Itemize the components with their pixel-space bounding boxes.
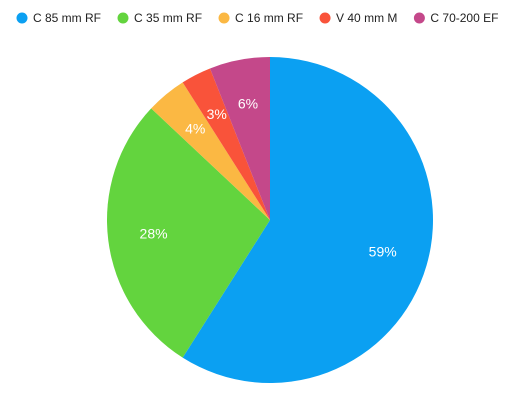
pie-slice bbox=[182, 57, 433, 383]
legend-marker bbox=[16, 12, 28, 24]
slice-label: 3% bbox=[207, 106, 227, 122]
legend-marker bbox=[319, 12, 331, 24]
slice-label: 4% bbox=[185, 120, 205, 136]
pie-slice bbox=[106, 108, 271, 358]
pie-slice bbox=[151, 82, 270, 221]
legend-label: C 35 mm RF bbox=[134, 11, 202, 25]
pie-slice bbox=[209, 57, 270, 220]
legend-label: V 40 mm M bbox=[336, 11, 397, 25]
pie-slice bbox=[182, 68, 270, 220]
legend-marker bbox=[117, 12, 129, 24]
slice-label: 28% bbox=[140, 225, 168, 241]
legend-marker bbox=[218, 12, 230, 24]
slice-label: 6% bbox=[238, 95, 258, 111]
legend-marker bbox=[413, 12, 425, 24]
legend-label: C 85 mm RF bbox=[33, 11, 101, 25]
legend-label: C 70-200 EF bbox=[430, 11, 498, 25]
slice-label: 59% bbox=[369, 243, 397, 259]
legend-label: C 16 mm RF bbox=[235, 11, 303, 25]
